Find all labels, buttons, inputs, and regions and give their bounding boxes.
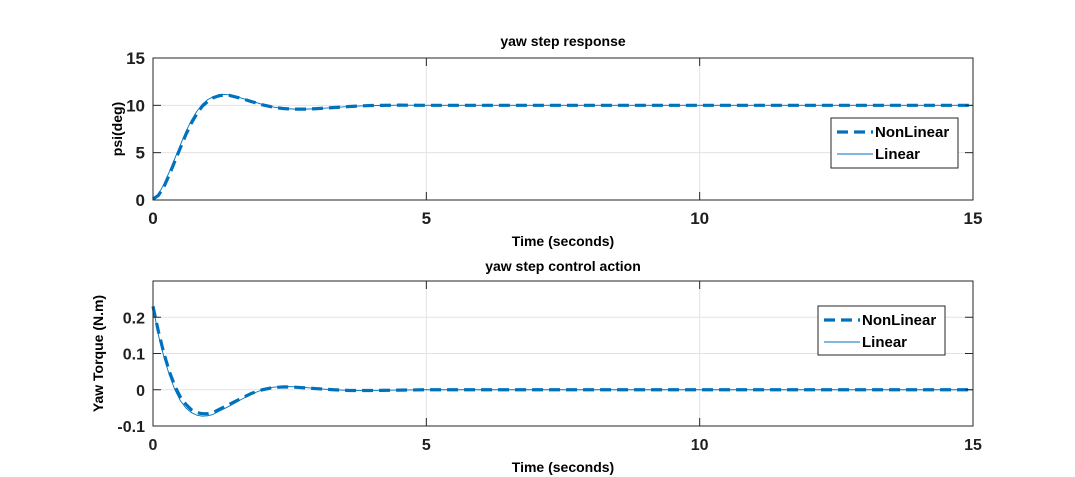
chart-title: yaw step response — [500, 33, 625, 49]
legend-box — [830, 117, 959, 169]
x-tick-label: 10 — [691, 437, 709, 454]
series-linear-line — [152, 93, 973, 201]
legend-label-nonlinear: NonLinear — [875, 124, 949, 141]
chart-title: yaw step control action — [485, 258, 641, 274]
x-tick-label: 15 — [964, 209, 983, 228]
x-tick-label: 5 — [422, 437, 431, 454]
legend: NonLinear Linear — [817, 305, 946, 356]
x-tick-label: 5 — [422, 209, 431, 228]
y-tick-label: -0.1 — [117, 419, 145, 436]
axes-box — [152, 57, 974, 201]
y-axis-label: Yaw Torque (N.m) — [90, 295, 106, 412]
x-axis-label: Time (seconds) — [512, 459, 614, 475]
legend-box — [817, 305, 946, 356]
x-tick-label: 10 — [690, 209, 709, 228]
y-tick-label: 0.1 — [123, 347, 145, 364]
legend-label-linear: Linear — [862, 334, 907, 351]
y-axis-label: psi(deg) — [109, 102, 125, 156]
y-tick-label: 10 — [126, 96, 145, 115]
y-tick-label: 15 — [126, 49, 145, 68]
legend-label-nonlinear: NonLinear — [862, 312, 936, 329]
subplot-1: 0 5 10 15 0 5 10 15 yaw step response Time (secon… — [109, 33, 982, 249]
legend-label-linear: Linear — [875, 146, 920, 163]
x-tick-label: 0 — [149, 437, 158, 454]
legend: NonLinear Linear — [830, 117, 959, 169]
y-tick-label: 5 — [136, 144, 145, 163]
x-axis-label: Time (seconds) — [512, 233, 614, 249]
x-tick-label: 0 — [148, 209, 157, 228]
y-tick-label: 0 — [136, 191, 145, 210]
x-tick-label: 15 — [964, 437, 982, 454]
y-tick-label: 0.2 — [123, 310, 145, 327]
series-linear-line — [152, 306, 973, 417]
y-tick-label: 0 — [136, 383, 145, 400]
